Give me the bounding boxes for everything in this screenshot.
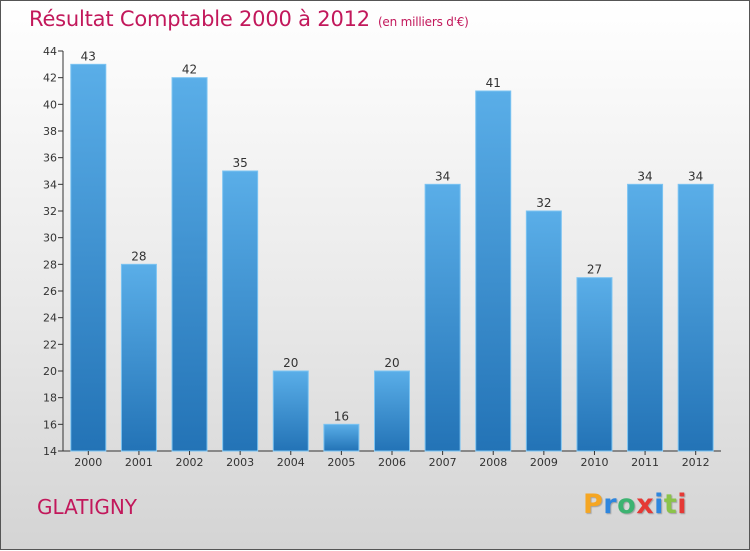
x-tick-label: 2011: [631, 456, 659, 469]
logo-letter: x: [636, 489, 655, 520]
logo-letter: P: [583, 489, 604, 520]
x-tick-label: 2009: [530, 456, 558, 469]
y-tick-label: 34: [43, 178, 57, 191]
y-tick-label: 32: [43, 205, 57, 218]
bar: [475, 90, 512, 452]
title-text: Résultat Comptable 2000 à 2012: [29, 7, 370, 31]
bar: [677, 183, 714, 452]
logo-letter: r: [603, 489, 618, 520]
logo-letter: t: [663, 489, 678, 520]
y-tick-label: 44: [43, 45, 57, 58]
bar: [222, 170, 259, 452]
bar: [323, 423, 360, 452]
bar: [627, 183, 664, 452]
logo-letter: o: [617, 489, 637, 520]
title-unit: (en milliers d'€): [377, 15, 469, 29]
bar-value-label: 34: [637, 169, 652, 183]
y-tick-label: 18: [43, 392, 57, 405]
x-tick-label: 2007: [429, 456, 457, 469]
bar: [424, 183, 461, 452]
bar-value-label: 34: [688, 169, 703, 183]
y-tick-label: 22: [43, 338, 57, 351]
y-tick-label: 40: [43, 98, 57, 111]
bar-value-label: 43: [81, 49, 96, 63]
bar-value-label: 35: [233, 156, 248, 170]
bar: [70, 63, 107, 452]
y-tick-label: 38: [43, 125, 57, 138]
x-tick-label: 2003: [226, 456, 254, 469]
city-name: GLATIGNY: [37, 495, 138, 519]
y-tick-label: 42: [43, 72, 57, 85]
x-tick-label: 2006: [378, 456, 406, 469]
y-tick-label: 24: [43, 312, 57, 325]
x-tick-label: 2004: [277, 456, 305, 469]
x-tick-label: 2010: [580, 456, 608, 469]
bar-value-label: 28: [131, 249, 146, 263]
bar: [525, 210, 562, 452]
bar-value-label: 20: [283, 356, 298, 370]
logo-letter: i: [654, 489, 664, 520]
y-tick-label: 30: [43, 232, 57, 245]
bar-value-label: 16: [334, 409, 349, 423]
bar: [374, 370, 410, 452]
x-tick-label: 2008: [479, 456, 507, 469]
bar: [576, 277, 613, 452]
x-tick-label: 2005: [327, 456, 355, 469]
x-tick-label: 2001: [125, 456, 153, 469]
bar: [171, 77, 208, 452]
proxiti-logo: Proxiti: [583, 489, 687, 520]
bar: [120, 263, 157, 452]
logo-letter: i: [677, 489, 688, 520]
x-tick-label: 2012: [682, 456, 710, 469]
bar-value-label: 41: [486, 76, 501, 90]
y-tick-label: 20: [43, 365, 57, 378]
y-tick-label: 26: [43, 285, 57, 298]
x-tick-label: 2000: [74, 456, 102, 469]
bar-value-label: 32: [536, 196, 551, 210]
bar-value-label: 20: [384, 356, 399, 370]
x-tick-label: 2002: [176, 456, 204, 469]
bar: [272, 370, 309, 452]
y-tick-label: 36: [43, 152, 57, 165]
y-tick-label: 14: [43, 445, 57, 458]
chart-title: Résultat Comptable 2000 à 2012 (en millie…: [29, 7, 469, 31]
bar-value-label: 34: [435, 169, 450, 183]
y-tick-label: 28: [43, 258, 57, 271]
bar-value-label: 42: [182, 63, 197, 77]
bar-value-label: 27: [587, 263, 602, 277]
y-tick-label: 16: [43, 418, 57, 431]
